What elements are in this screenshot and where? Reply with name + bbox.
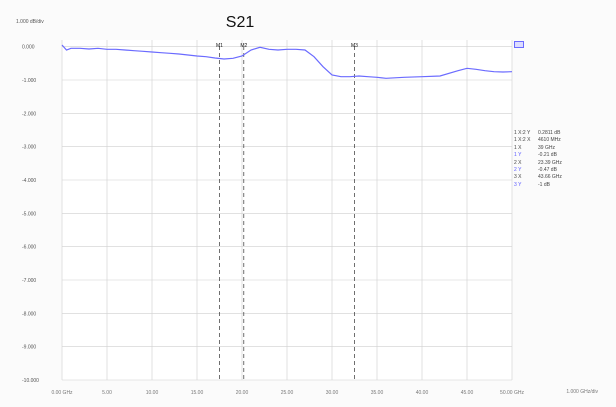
readout-value: -0.21 dB xyxy=(538,152,557,159)
readout-row: 2 X 23.39 GHz xyxy=(514,160,562,167)
grid xyxy=(61,40,513,381)
x-tick-label: 50.00 GHz xyxy=(500,390,524,396)
marker-label: M3 xyxy=(351,43,358,49)
readout-row: 3 Y -1 dB xyxy=(514,182,562,189)
readout-row: 1 X:2 Y 0.2811 dB xyxy=(514,130,562,137)
marker-readout: 1 X:2 Y 0.2811 dB 1 X:2 X 4610 MHz 1 X 39 GHz… xyxy=(514,130,562,189)
readout-value: 39 GHz xyxy=(538,144,555,151)
marker-label: M1 xyxy=(216,43,223,49)
y-tick-label: -9.000 xyxy=(22,345,36,351)
x-tick-label: 45.00 xyxy=(461,390,474,396)
y-tick-label: -8.000 xyxy=(22,311,36,317)
y-tick-label: -10.000 xyxy=(22,378,39,384)
x-tick-label: 35.00 xyxy=(371,390,384,396)
readout-key: 1 X:2 X xyxy=(514,137,531,144)
y-tick-label: -5.000 xyxy=(22,211,36,217)
y-tick-label: -4.000 xyxy=(22,178,36,184)
legend-swatch xyxy=(514,41,524,48)
y-tick-label: -3.000 xyxy=(22,145,36,151)
readout-key: 1 X:2 Y xyxy=(514,130,531,136)
y-tick-label: -1.000 xyxy=(22,78,36,84)
marker-group: M1 M2 M3 xyxy=(216,43,358,380)
y-tick-label: -7.000 xyxy=(22,278,36,284)
readout-value: 23.39 GHz xyxy=(538,159,562,166)
y-tick-label: -6.000 xyxy=(22,245,36,251)
s21-trace xyxy=(61,44,513,79)
readout-row: 1 X:2 X 4610 MHz xyxy=(514,137,562,144)
readout-key: 2 X xyxy=(514,159,522,166)
readout-row: 1 Y -0.21 dB xyxy=(514,152,562,159)
readout-key: 2 Y xyxy=(514,167,522,174)
y-tick-labels: 0.000 -1.000 -2.000 -3.000 -4.000 -5.000 -6.00… xyxy=(22,45,39,384)
readout-row: 3 X 43.66 GHz xyxy=(514,174,562,181)
readout-value: -1 dB xyxy=(538,181,550,188)
marker-label: M2 xyxy=(240,43,247,49)
y-tick-label: 0.000 xyxy=(22,45,35,51)
readout-key: 3 Y xyxy=(514,181,522,188)
x-tick-label: 30.00 xyxy=(326,390,339,396)
x-tick-label: 25.00 xyxy=(281,390,294,396)
x-tick-labels: 0.00 GHz 5.00 10.00 15.00 20.00 25.00 30.00 35.… xyxy=(51,390,524,396)
x-tick-label: 5.00 xyxy=(102,390,112,396)
readout-key: 3 X xyxy=(514,174,522,181)
readout-row: 2 Y -0.47 dB xyxy=(514,167,562,174)
readout-value: -0.47 dB xyxy=(538,167,557,174)
readout-value: 43.66 GHz xyxy=(538,174,562,181)
x-tick-label: 20.00 xyxy=(236,390,249,396)
readout-key: 1 X xyxy=(514,144,522,151)
chart-title: S21 xyxy=(226,14,255,31)
y-tick-label: -2.000 xyxy=(22,111,36,117)
x-scale-label: 1.000 GHz/div xyxy=(566,389,598,395)
readout-value: 0.2811 dB xyxy=(538,130,561,136)
readout-value: 4610 MHz xyxy=(538,137,561,144)
x-tick-label: 0.00 GHz xyxy=(51,390,73,396)
x-tick-label: 10.00 xyxy=(146,390,159,396)
y-scale-label: 1.000 dB/div xyxy=(16,19,44,25)
readout-key: 1 Y xyxy=(514,152,522,159)
x-tick-label: 15.00 xyxy=(191,390,204,396)
x-tick-label: 40.00 xyxy=(416,390,429,396)
readout-row: 1 X 39 GHz xyxy=(514,145,562,152)
